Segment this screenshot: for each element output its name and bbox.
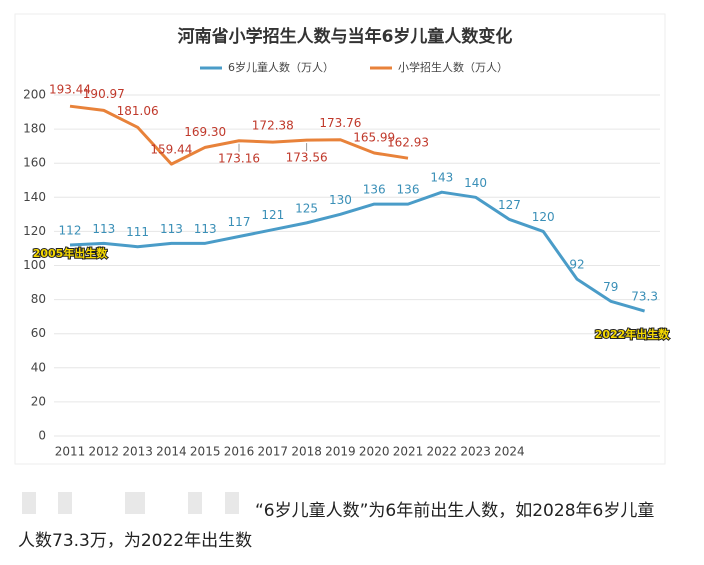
y-tick-label: 140 <box>23 190 46 204</box>
data-label: 92 <box>569 258 584 272</box>
data-label: 169.30 <box>184 125 226 139</box>
chart-title: 河南省小学招生人数与当年6岁儿童人数变化 <box>178 26 513 47</box>
data-label: 136 <box>397 183 420 197</box>
data-label: 113 <box>160 222 183 236</box>
data-label: 173.56 <box>286 151 328 165</box>
data-label: 143 <box>430 171 453 185</box>
data-label: 130 <box>329 193 352 207</box>
data-label: 172.38 <box>252 119 294 133</box>
y-tick-label: 180 <box>23 122 46 136</box>
data-label: 173.16 <box>218 151 260 165</box>
data-label: 117 <box>228 215 251 229</box>
annotation: 2005年出生数 <box>33 246 109 260</box>
y-tick-label: 100 <box>23 258 46 272</box>
x-tick-label: 2020 <box>359 445 390 459</box>
data-label: 136 <box>363 183 386 197</box>
data-label: 190.97 <box>83 87 125 101</box>
y-tick-label: 0 <box>38 429 46 443</box>
data-label: 162.93 <box>387 136 429 150</box>
data-label: 181.06 <box>117 104 159 118</box>
legend-label: 小学招生人数（万人） <box>398 60 508 74</box>
x-tick-label: 2012 <box>89 445 120 459</box>
annotation: 2022年出生数 <box>595 327 671 341</box>
y-tick-label: 20 <box>31 394 46 408</box>
x-tick-label: 2018 <box>291 445 322 459</box>
data-label: 165.99 <box>353 130 395 144</box>
data-label: 73.3 <box>631 290 658 304</box>
series-line <box>69 190 646 313</box>
x-tick-label: 2019 <box>325 445 356 459</box>
data-label: 159.44 <box>150 143 192 157</box>
x-tick-label: 2014 <box>156 445 187 459</box>
data-label: 121 <box>261 208 284 222</box>
legend-label: 6岁儿童人数（万人） <box>228 60 334 74</box>
y-tick-label: 160 <box>23 156 46 170</box>
x-tick-label: 2022 <box>427 445 458 459</box>
data-label: 140 <box>464 176 487 190</box>
data-label: 113 <box>194 222 217 236</box>
chart: 河南省小学招生人数与当年6岁儿童人数变化 0 20 40 60 80 100 120 140 1… <box>14 13 671 465</box>
data-label: 127 <box>498 198 521 212</box>
data-label: 113 <box>92 222 115 236</box>
x-tick-label: 2015 <box>190 445 221 459</box>
y-tick-label: 200 <box>23 88 46 102</box>
x-tick-label: 2013 <box>122 445 153 459</box>
data-label: 173.76 <box>319 116 361 130</box>
y-tick-label: 120 <box>23 224 46 238</box>
x-tick-label: 2011 <box>55 445 86 459</box>
chart-frame <box>14 13 666 465</box>
series-line <box>69 104 409 166</box>
data-label: 193.44 <box>49 83 91 97</box>
data-label: 120 <box>532 210 555 224</box>
data-label: 79 <box>603 280 618 294</box>
x-tick-label: 2017 <box>258 445 289 459</box>
data-label: 111 <box>126 225 149 239</box>
x-tick-label: 2024 <box>494 445 525 459</box>
x-tick-label: 2023 <box>460 445 491 459</box>
y-tick-label: 40 <box>31 360 46 374</box>
data-label: 125 <box>295 201 318 215</box>
x-tick-label: 2016 <box>224 445 255 459</box>
y-tick-label: 80 <box>31 292 46 306</box>
data-label: 112 <box>59 224 82 238</box>
y-tick-label: 60 <box>31 326 46 340</box>
caption: “6岁儿童人数”为6年前出生人数，如2028年6岁儿童人数73.3万，为2022… <box>18 501 655 551</box>
x-tick-label: 2021 <box>393 445 424 459</box>
